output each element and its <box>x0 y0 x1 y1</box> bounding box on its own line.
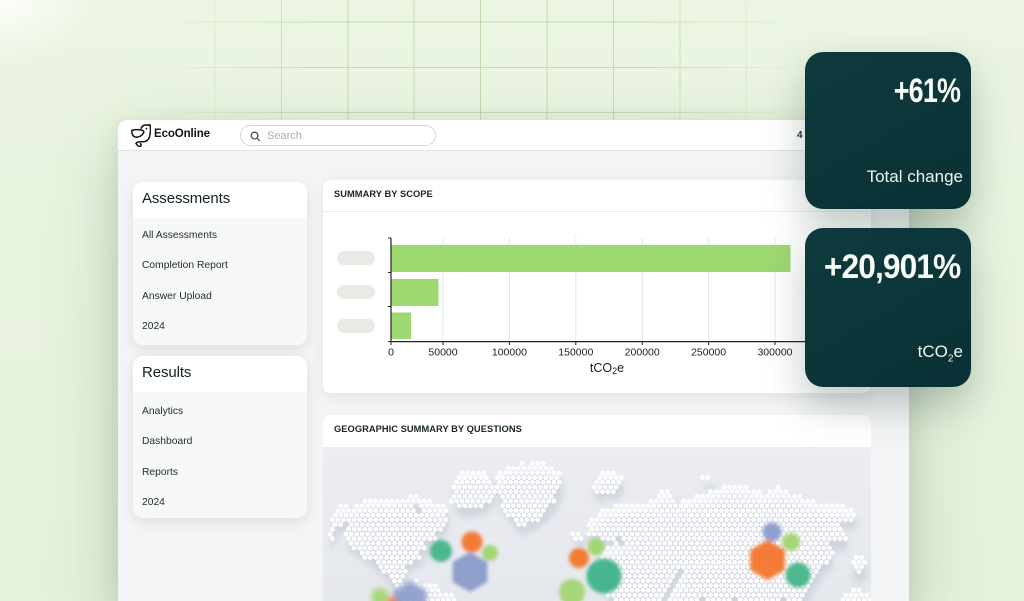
svg-text:100000: 100000 <box>492 347 527 359</box>
svg-text:200000: 200000 <box>625 347 660 359</box>
svg-text:300000: 300000 <box>757 347 792 359</box>
svg-text:150000: 150000 <box>558 347 593 359</box>
svg-text:250000: 250000 <box>691 347 726 359</box>
svg-text:tCO2e: tCO2e <box>590 361 624 376</box>
svg-text:0: 0 <box>388 347 394 359</box>
svg-text:50000: 50000 <box>428 347 457 359</box>
